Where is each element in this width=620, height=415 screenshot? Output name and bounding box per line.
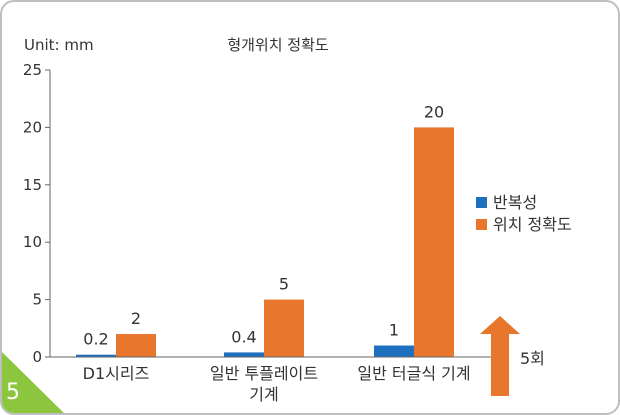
legend-swatch bbox=[476, 197, 487, 208]
bar bbox=[414, 127, 454, 358]
badge-triangle bbox=[2, 352, 64, 413]
unit-label: Unit: mm bbox=[24, 36, 94, 54]
bars bbox=[76, 127, 454, 358]
x-category-label: 기계 bbox=[249, 385, 278, 404]
y-tick-label: 0 bbox=[32, 348, 42, 366]
legend-label: 반복성 bbox=[493, 193, 537, 212]
y-tick-label: 5 bbox=[32, 291, 42, 309]
data-label: 20 bbox=[424, 102, 444, 121]
bar bbox=[116, 334, 156, 357]
data-label: 0.4 bbox=[231, 327, 256, 346]
badge-number: 5 bbox=[6, 380, 20, 405]
x-category-label: D1시리즈 bbox=[83, 364, 150, 383]
chart-title: 형개위치 정확도 bbox=[227, 36, 329, 54]
legend-label: 위치 정확도 bbox=[493, 215, 572, 234]
x-category-label: 일반 터글식 기계 bbox=[357, 364, 470, 383]
up-arrow-icon bbox=[480, 316, 520, 396]
y-tick-label: 10 bbox=[23, 233, 42, 251]
data-label: 0.2 bbox=[83, 330, 108, 349]
annotation-5-times: 5회 bbox=[520, 349, 545, 368]
data-label: 5 bbox=[279, 275, 289, 294]
bar bbox=[374, 345, 414, 357]
bar bbox=[76, 354, 116, 357]
data-label: 1 bbox=[389, 321, 399, 340]
x-category-label: 일반 투플레이트 bbox=[210, 364, 318, 383]
data-label: 2 bbox=[131, 309, 141, 328]
y-tick-label: 15 bbox=[23, 176, 42, 194]
legend-swatch bbox=[476, 219, 487, 230]
data-labels: 0.2 0.4 1 2 5 20 bbox=[83, 102, 444, 348]
y-tick-label: 20 bbox=[23, 118, 42, 136]
y-tick-label: 25 bbox=[23, 61, 42, 79]
bar bbox=[264, 299, 304, 357]
y-axis: 0 5 10 15 20 25 bbox=[23, 61, 51, 366]
bar bbox=[224, 352, 264, 357]
